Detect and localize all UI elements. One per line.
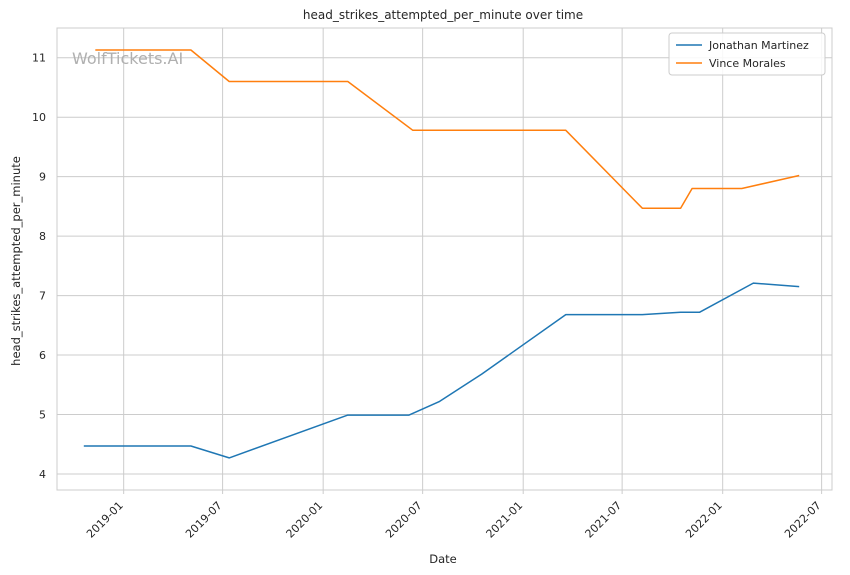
y-axis-title: head_strikes_attempted_per_minute <box>9 156 23 366</box>
x-tick-label: 2019-07 <box>183 499 225 541</box>
x-tick-label: 2019-01 <box>84 499 126 541</box>
x-tick-label: 2020-07 <box>383 499 425 541</box>
legend-box <box>668 32 826 76</box>
y-tick-label: 6 <box>39 349 46 362</box>
x-axis-title: Date <box>429 552 457 566</box>
series-line-vince-morales <box>95 49 800 209</box>
y-tick-label: 7 <box>39 290 46 303</box>
y-tick-label: 9 <box>39 171 46 184</box>
series-layer <box>83 49 800 459</box>
chart-title: head_strikes_attempted_per_minute over t… <box>303 8 583 22</box>
watermark: WolfTickets.AI <box>72 49 183 68</box>
grid <box>57 28 832 494</box>
y-tick-label: 10 <box>32 111 46 124</box>
tick-labels: 4 5 6 7 8 9 10 11 2019-01 2019-07 2020-01 2020-07 20… <box>32 52 824 541</box>
y-tick-label: 8 <box>39 230 46 243</box>
x-tick-label: 2020-01 <box>284 499 326 541</box>
legend-label-jonathan-martinez: Jonathan Martinez <box>708 39 809 52</box>
legend: Jonathan Martinez Vince Morales <box>668 32 826 76</box>
y-tick-label: 11 <box>32 52 46 65</box>
y-tick-label: 4 <box>39 468 46 481</box>
x-tick-label: 2021-07 <box>583 499 625 541</box>
x-tick-label: 2021-01 <box>484 499 526 541</box>
series-line-jonathan-martinez <box>83 282 800 459</box>
x-tick-label: 2022-07 <box>782 499 824 541</box>
x-tick-label: 2022-01 <box>683 499 725 541</box>
y-tick-label: 5 <box>39 408 46 421</box>
plot-frame <box>56 27 833 491</box>
legend-label-vince-morales: Vince Morales <box>709 57 786 70</box>
